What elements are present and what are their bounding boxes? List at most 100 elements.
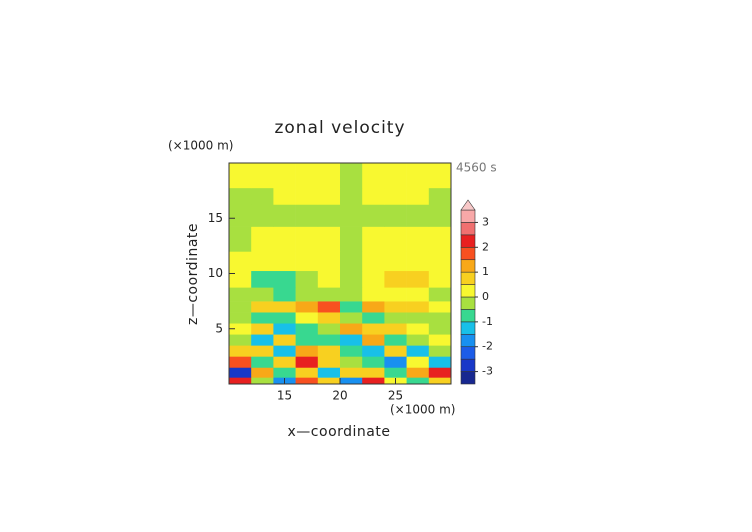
cell <box>340 163 363 189</box>
cell <box>295 345 319 357</box>
cell <box>317 323 341 335</box>
cell <box>251 187 274 205</box>
colorbar-tick-label: 3 <box>482 215 489 228</box>
cell <box>317 163 341 189</box>
cell <box>295 226 319 252</box>
cell <box>384 270 407 288</box>
cell <box>273 187 296 205</box>
cell <box>406 345 430 357</box>
cell <box>273 270 296 288</box>
cell <box>295 301 319 313</box>
colorbar-tick-label: -2 <box>482 340 493 353</box>
cell <box>340 204 363 227</box>
cell <box>362 323 385 335</box>
cell <box>251 226 274 252</box>
colorbar-band <box>460 309 476 323</box>
cell <box>317 312 341 324</box>
cell <box>384 356 407 368</box>
cell <box>428 251 452 272</box>
cell <box>406 287 430 302</box>
cell <box>362 301 385 313</box>
cell <box>428 187 452 205</box>
cell <box>295 323 319 335</box>
cell <box>428 226 452 252</box>
cell <box>295 251 319 272</box>
cell <box>384 345 407 357</box>
cell <box>251 301 274 313</box>
cell <box>362 377 385 385</box>
colorbar-band <box>460 371 476 385</box>
cell <box>317 345 341 357</box>
cell <box>295 287 319 302</box>
cell <box>229 204 252 227</box>
cell <box>273 345 296 357</box>
cell <box>317 251 341 272</box>
cell <box>229 323 252 335</box>
cell <box>295 270 319 288</box>
cell <box>428 301 452 313</box>
cell <box>406 334 430 346</box>
cell <box>384 187 407 205</box>
cell <box>317 377 341 385</box>
cell <box>384 334 407 346</box>
cell <box>229 301 252 313</box>
cell <box>340 187 363 205</box>
cell <box>340 287 363 302</box>
y-tick-label: 5 <box>215 321 223 335</box>
cell <box>273 334 296 346</box>
cell <box>340 367 363 378</box>
cell <box>428 163 452 189</box>
colorbar-band <box>460 296 476 310</box>
cell <box>340 226 363 252</box>
cell <box>317 287 341 302</box>
cell <box>251 323 274 335</box>
cell <box>428 367 452 378</box>
cell <box>362 204 385 227</box>
cell <box>317 356 341 368</box>
colorbar-band <box>460 271 476 285</box>
cell <box>384 163 407 189</box>
cell <box>229 367 252 378</box>
time-label: 4560 s <box>456 161 497 175</box>
x-tick-label: 20 <box>332 389 347 403</box>
cell <box>340 356 363 368</box>
cell <box>406 204 430 227</box>
cell <box>251 270 274 288</box>
colorbar-tick-label: -1 <box>482 315 493 328</box>
cell <box>384 204 407 227</box>
cell <box>362 345 385 357</box>
cell <box>273 204 296 227</box>
cell <box>295 377 319 385</box>
cell <box>362 163 385 189</box>
cell <box>229 187 252 205</box>
cell <box>273 287 296 302</box>
cell <box>251 377 274 385</box>
cell <box>428 377 452 385</box>
cell <box>362 270 385 288</box>
cell <box>340 270 363 288</box>
cell <box>362 226 385 252</box>
cell <box>340 301 363 313</box>
cell <box>406 377 430 385</box>
cell <box>384 312 407 324</box>
cell <box>229 270 252 288</box>
colorbar-tick-label: 0 <box>482 290 489 303</box>
cell <box>273 301 296 313</box>
cell <box>295 312 319 324</box>
cell <box>295 334 319 346</box>
colorbar-tick-label: 1 <box>482 265 489 278</box>
colorbar-band <box>460 358 476 372</box>
cell <box>406 356 430 368</box>
cell <box>406 323 430 335</box>
cell <box>251 334 274 346</box>
cell <box>229 251 252 272</box>
cell <box>317 226 341 252</box>
cell <box>273 312 296 324</box>
colorbar-band <box>460 346 476 360</box>
cell <box>428 204 452 227</box>
colorbar-tick-label: -3 <box>482 365 493 378</box>
cell <box>317 301 341 313</box>
cell <box>362 187 385 205</box>
cell <box>251 287 274 302</box>
cell <box>384 323 407 335</box>
